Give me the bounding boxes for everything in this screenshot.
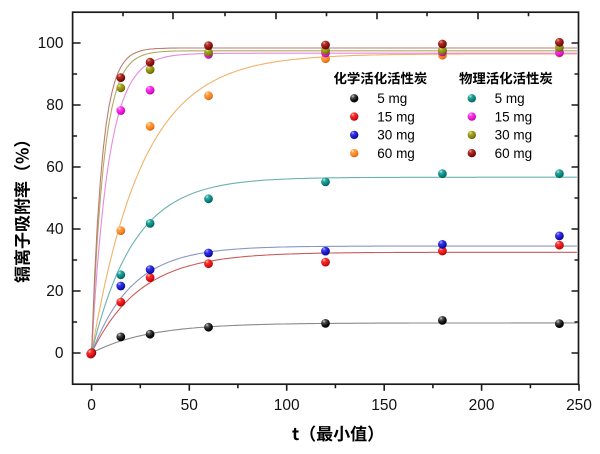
svg-text:40: 40 — [46, 221, 64, 238]
svg-text:20: 20 — [46, 283, 64, 300]
svg-text:50: 50 — [181, 397, 199, 414]
svg-text:150: 150 — [371, 397, 397, 414]
svg-text:15 mg: 15 mg — [495, 109, 533, 124]
svg-text:100: 100 — [274, 397, 300, 414]
svg-text:60: 60 — [46, 159, 64, 176]
svg-text:80: 80 — [46, 97, 64, 114]
svg-text:200: 200 — [469, 397, 495, 414]
svg-text:30 mg: 30 mg — [377, 128, 415, 143]
svg-text:5 mg: 5 mg — [495, 91, 525, 106]
svg-text:100: 100 — [38, 35, 64, 52]
svg-text:60 mg: 60 mg — [495, 146, 533, 161]
svg-text:60 mg: 60 mg — [377, 146, 415, 161]
svg-text:15 mg: 15 mg — [377, 109, 415, 124]
svg-text:0: 0 — [87, 397, 96, 414]
svg-text:5 mg: 5 mg — [377, 91, 407, 106]
svg-text:0: 0 — [55, 345, 64, 362]
svg-text:30 mg: 30 mg — [495, 128, 533, 143]
svg-text:250: 250 — [566, 397, 592, 414]
